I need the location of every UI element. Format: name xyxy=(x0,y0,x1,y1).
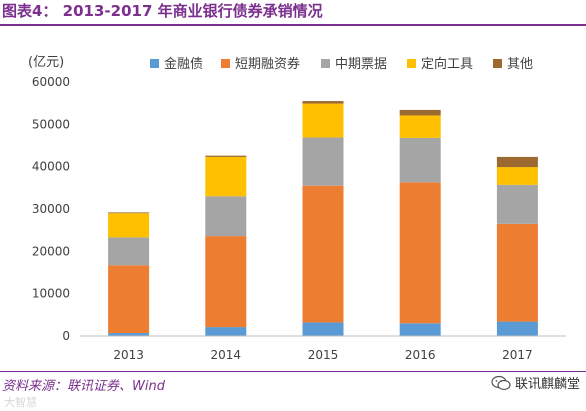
source-rule xyxy=(0,371,586,372)
bar-segment xyxy=(108,333,150,336)
bar-segment xyxy=(108,212,150,214)
y-tick-label: 30000 xyxy=(32,202,70,216)
stacked-bar-chart: (亿元) 金融债 短期融资券 中期票据 定向工具 其他 0 10000 20000 30000… xyxy=(28,55,566,362)
bar-segment xyxy=(496,321,538,336)
bar-segment xyxy=(205,236,247,328)
legend-swatch xyxy=(321,59,330,68)
bar-segment xyxy=(205,156,247,197)
bar-segment xyxy=(399,137,441,183)
legend-label: 定向工具 xyxy=(421,56,473,72)
x-tick-label: 2015 xyxy=(308,348,339,362)
bar-segment xyxy=(108,213,150,238)
bar-segment xyxy=(399,109,441,116)
y-tick-label: 20000 xyxy=(32,244,70,258)
bar-segment xyxy=(399,182,441,324)
bar-segment xyxy=(302,103,344,138)
legend-swatch xyxy=(493,59,502,68)
bar-segment xyxy=(302,137,344,186)
y-tick-label: 50000 xyxy=(32,117,70,131)
bar-segment xyxy=(108,265,150,334)
y-tick-label: 10000 xyxy=(32,287,70,301)
legend-swatch xyxy=(221,59,230,68)
brand-name: 联讯麒麟堂 xyxy=(514,377,580,392)
bar-segment xyxy=(205,155,247,157)
y-tick-label: 0 xyxy=(62,329,70,343)
brand: 联讯麒麟堂 xyxy=(491,373,580,392)
wechat-icon xyxy=(491,375,511,390)
legend-label: 金融债 xyxy=(164,56,203,72)
y-tick-label: 60000 xyxy=(32,75,70,89)
y-axis-unit-label: (亿元) xyxy=(28,55,64,70)
legend-label: 其他 xyxy=(507,57,533,72)
x-tick-label: 2017 xyxy=(502,348,533,362)
chart-title: 图表4： 2013-2017 年商业银行债券承销情况 xyxy=(2,2,323,20)
bar-segment xyxy=(108,237,150,266)
legend-label: 中期票据 xyxy=(335,57,387,72)
y-axis-ticks: 0 10000 20000 30000 40000 50000 60000 xyxy=(32,75,70,343)
legend-swatch xyxy=(150,59,159,68)
bar-segment xyxy=(399,323,441,336)
bar-segment xyxy=(496,167,538,185)
bar-segment xyxy=(302,322,344,336)
source-note: 资料来源：联讯证券、Wind xyxy=(2,379,165,394)
bar-segment xyxy=(302,101,344,104)
x-tick-label: 2014 xyxy=(211,348,242,362)
x-tick-label: 2016 xyxy=(405,348,436,362)
legend: 金融债 短期融资券 中期票据 定向工具 其他 xyxy=(150,56,533,72)
bar-segment xyxy=(496,156,538,168)
watermark: 大智慧 xyxy=(4,396,37,409)
bar-segment xyxy=(399,115,441,138)
title-rule xyxy=(0,24,586,26)
bar-segment xyxy=(205,196,247,237)
y-tick-label: 40000 xyxy=(32,160,70,174)
legend-swatch xyxy=(407,59,416,68)
bar-segment xyxy=(496,184,538,224)
x-tick-label: 2013 xyxy=(113,348,144,362)
bar-segment xyxy=(205,327,247,336)
bar-segment xyxy=(496,223,538,322)
bars xyxy=(108,101,538,336)
legend-label: 短期融资券 xyxy=(235,56,300,72)
bar-segment xyxy=(302,185,344,323)
x-axis-ticks: 2013 2014 2015 2016 2017 xyxy=(113,348,532,362)
